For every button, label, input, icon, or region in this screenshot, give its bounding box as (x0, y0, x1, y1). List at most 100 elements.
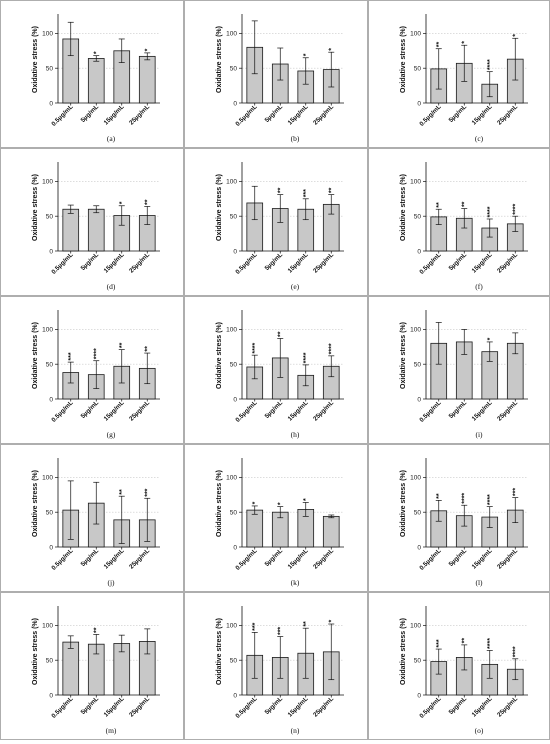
y-tick-label: 50 (230, 510, 238, 517)
y-axis-label: Oxidative stress (%) (32, 322, 39, 389)
x-tick-label: 5µg/mL (264, 399, 285, 420)
panel-f: 0 50 100 Oxidative stress (%) ** 0.5µg/mL ** 5µ… (368, 148, 550, 296)
significance-marker: **** (328, 343, 335, 354)
significance-marker: **** (487, 59, 494, 70)
y-tick-label: 100 (42, 179, 53, 186)
y-axis-label: Oxidative stress (%) (32, 174, 39, 241)
significance-marker: *** (252, 622, 259, 630)
significance-marker: **** (512, 204, 519, 215)
y-tick-label: 100 (226, 327, 237, 334)
panel-label: (c) (475, 134, 484, 143)
y-tick-label: 50 (230, 658, 238, 665)
panel-border (0, 0, 184, 148)
x-tick-label: 25µg/mL (312, 547, 335, 570)
panel-label: (l) (475, 578, 483, 587)
significance-marker: *** (512, 488, 519, 496)
x-tick-label: 5µg/mL (264, 547, 285, 568)
panel-label: (a) (107, 134, 116, 143)
y-tick-label: 50 (414, 362, 422, 369)
x-tick-label: 5µg/mL (448, 547, 469, 568)
y-axis-label: Oxidative stress (%) (400, 470, 407, 537)
panel-border (184, 592, 368, 740)
y-tick-label: 50 (414, 510, 422, 517)
panel-c: 0 50 100 Oxidative stress (%) ** 0.5µg/mL * 5µg… (368, 0, 550, 148)
y-tick-label: 100 (410, 327, 421, 334)
y-tick-label: 0 (233, 100, 237, 107)
x-tick-label: 25µg/mL (496, 399, 519, 422)
x-tick-label: 0.5µg/mL (234, 399, 258, 423)
x-tick-label: 25µg/mL (496, 103, 519, 126)
significance-marker: *** (144, 488, 151, 496)
x-tick-label: 15µg/mL (103, 251, 126, 274)
y-tick-label: 50 (414, 658, 422, 665)
x-tick-label: 15µg/mL (287, 251, 310, 274)
x-tick-label: 25µg/mL (128, 251, 151, 274)
y-tick-label: 50 (414, 214, 422, 221)
y-tick-label: 50 (46, 510, 54, 517)
significance-marker: **** (303, 352, 310, 363)
y-tick-label: 0 (233, 544, 237, 551)
significance-marker: **** (512, 646, 519, 657)
significance-marker: * (328, 620, 335, 623)
significance-marker: * (144, 48, 151, 51)
significance-marker: *** (68, 352, 75, 360)
x-tick-label: 15µg/mL (471, 103, 494, 126)
x-tick-label: 0.5µg/mL (50, 547, 74, 571)
significance-marker: * (461, 41, 468, 44)
x-tick-label: 25µg/mL (128, 547, 151, 570)
panel-j: 0 50 100 Oxidative stress (%) 0.5µg/mL 5µg/mL… (0, 444, 184, 592)
panel-label: (m) (106, 726, 117, 735)
y-tick-label: 100 (226, 475, 237, 482)
panel-border (184, 148, 368, 296)
x-tick-label: 5µg/mL (448, 399, 469, 420)
significance-marker: **** (487, 206, 494, 217)
panel-border (184, 296, 368, 444)
x-tick-label: 0.5µg/mL (234, 547, 258, 571)
significance-marker: *** (436, 639, 443, 647)
x-tick-label: 5µg/mL (264, 695, 285, 716)
y-tick-label: 100 (410, 179, 421, 186)
y-axis-label: Oxidative stress (%) (400, 618, 407, 685)
y-tick-label: 50 (230, 214, 238, 221)
y-tick-label: 0 (49, 248, 53, 255)
significance-marker: * (303, 498, 310, 501)
y-tick-label: 100 (226, 179, 237, 186)
x-tick-label: 5µg/mL (80, 399, 101, 420)
panel-l: 0 50 100 Oxidative stress (%) ** 0.5µg/mL ****… (368, 444, 550, 592)
significance-marker: ** (277, 187, 284, 193)
significance-marker: * (328, 48, 335, 51)
x-tick-label: 5µg/mL (80, 695, 101, 716)
panel-label: (j) (107, 578, 115, 587)
panel-o: 0 50 100 Oxidative stress (%) *** 0.5µg/mL ** 5… (368, 592, 550, 740)
y-tick-label: 50 (46, 214, 54, 221)
x-tick-label: 25µg/mL (128, 103, 151, 126)
panel-label: (i) (475, 430, 483, 439)
y-axis-label: Oxidative stress (%) (32, 618, 39, 685)
y-axis-label: Oxidative stress (%) (216, 26, 223, 93)
x-tick-label: 25µg/mL (312, 399, 335, 422)
significance-marker: * (119, 201, 126, 204)
x-tick-label: 0.5µg/mL (50, 695, 74, 719)
x-tick-label: 15µg/mL (287, 695, 310, 718)
y-tick-label: 0 (233, 248, 237, 255)
x-tick-label: 0.5µg/mL (50, 251, 74, 275)
y-tick-label: 100 (410, 623, 421, 630)
x-tick-label: 15µg/mL (103, 399, 126, 422)
panel-border (0, 296, 184, 444)
y-tick-label: 0 (417, 100, 421, 107)
x-tick-label: 5µg/mL (80, 103, 101, 124)
y-axis-label: Oxidative stress (%) (400, 322, 407, 389)
y-tick-label: 0 (49, 692, 53, 699)
x-tick-label: 25µg/mL (312, 695, 335, 718)
bar (246, 509, 264, 548)
panel-k: 0 50 100 Oxidative stress (%) * 0.5µg/mL * 5µg/… (184, 444, 368, 592)
x-tick-label: 5µg/mL (80, 251, 101, 272)
